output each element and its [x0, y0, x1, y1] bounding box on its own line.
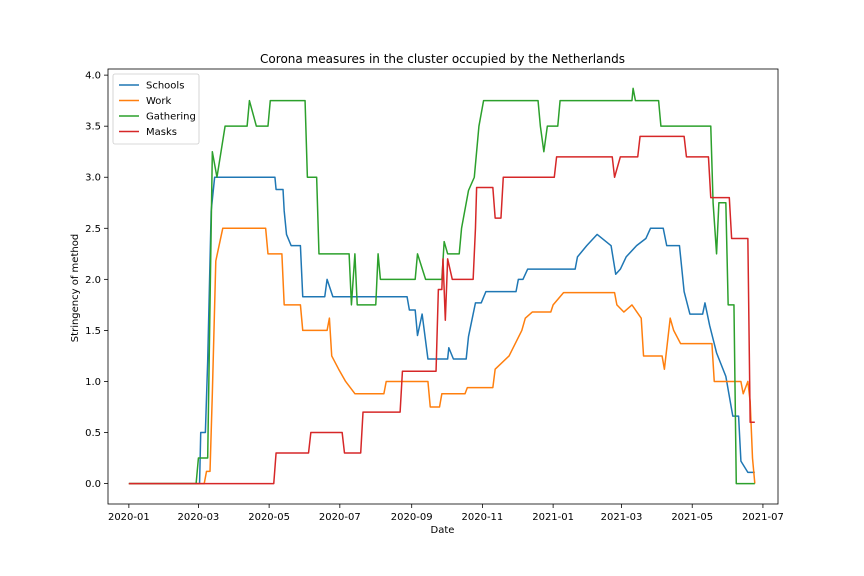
y-tick-label: 2.0 [85, 275, 101, 286]
plot-frame [107, 68, 779, 505]
x-tick-label: 2021-05 [671, 512, 713, 523]
y-tick-label: 0.5 [85, 428, 101, 439]
y-tick-label: 3.0 [85, 173, 101, 184]
y-tick-label: 2.5 [85, 224, 101, 235]
y-axis: 0.0 0.5 1.0 1.5 2.0 2.5 3.0 3.5 4.0 [85, 71, 108, 490]
x-tick-label: 2021-07 [742, 512, 784, 523]
x-axis: 2020-01 2020-03 2020-05 2020-07 2020-09 2020-… [108, 504, 784, 523]
x-tick-label: 2020-01 [108, 512, 150, 523]
y-axis-label: Stringency of method [70, 234, 81, 342]
x-tick-label: 2021-01 [532, 512, 574, 523]
y-tick-label: 0.0 [85, 479, 101, 490]
y-tick-label: 1.5 [85, 326, 101, 337]
series-line-work [128, 227, 756, 485]
legend-label: Masks [146, 127, 177, 138]
legend: Schools Work Gathering Masks [112, 73, 200, 145]
series-lines [128, 87, 756, 485]
series-line-masks [128, 135, 755, 485]
legend-label: Work [146, 96, 172, 107]
x-tick-label: 2020-09 [391, 512, 433, 523]
chart-title: Corona measures in the cluster occupied … [260, 52, 625, 66]
y-tick-label: 1.0 [85, 377, 101, 388]
x-tick-label: 2021-03 [601, 512, 643, 523]
x-tick-label: 2020-03 [178, 512, 220, 523]
x-axis-label: Date [431, 525, 455, 536]
series-line-gathering [128, 87, 755, 485]
legend-label: Schools [146, 81, 184, 92]
x-tick-label: 2020-07 [319, 512, 361, 523]
y-tick-label: 4.0 [85, 71, 101, 82]
series-line-schools [128, 176, 755, 485]
x-tick-label: 2020-11 [462, 512, 504, 523]
x-tick-label: 2020-05 [248, 512, 290, 523]
legend-box [112, 73, 200, 145]
y-tick-label: 3.5 [85, 122, 101, 133]
legend-label: Gathering [146, 112, 196, 123]
